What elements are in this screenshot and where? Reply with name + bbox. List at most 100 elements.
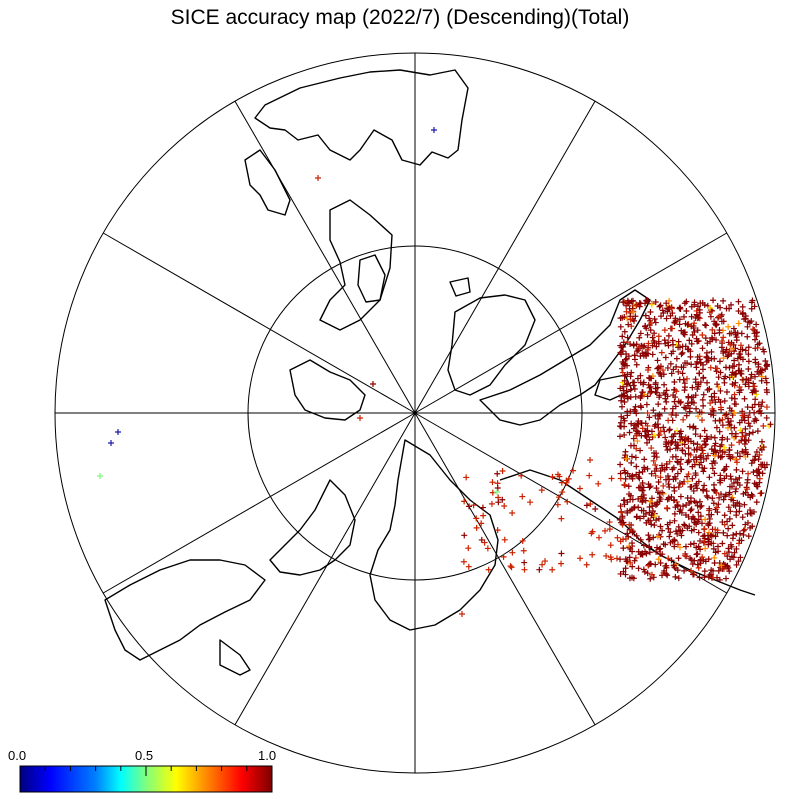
accuracy-marker [683, 298, 690, 305]
accuracy-marker [665, 342, 672, 349]
accuracy-marker [459, 611, 465, 617]
accuracy-marker [494, 484, 501, 491]
accuracy-marker [671, 543, 678, 550]
accuracy-marker [701, 482, 708, 489]
accuracy-marker [656, 431, 663, 438]
accuracy-marker [549, 566, 556, 573]
accuracy-marker [701, 465, 708, 472]
accuracy-marker [570, 467, 577, 474]
accuracy-marker [644, 393, 651, 400]
accuracy-marker [747, 507, 754, 514]
accuracy-marker [682, 543, 689, 550]
accuracy-marker [728, 395, 735, 402]
accuracy-marker [617, 470, 624, 477]
accuracy-marker [672, 453, 679, 460]
accuracy-marker [741, 526, 748, 533]
accuracy-marker [752, 396, 759, 403]
accuracy-marker [618, 509, 625, 516]
accuracy-marker [718, 344, 725, 351]
accuracy-marker [646, 436, 653, 443]
accuracy-marker [715, 383, 722, 390]
accuracy-marker [687, 541, 694, 548]
accuracy-marker [717, 399, 724, 406]
accuracy-marker [619, 365, 626, 372]
accuracy-marker [651, 522, 658, 529]
accuracy-marker [745, 414, 752, 421]
accuracy-marker [706, 572, 713, 579]
accuracy-marker [507, 563, 514, 570]
coast-ellesmere [357, 254, 386, 303]
accuracy-marker [670, 348, 677, 355]
accuracy-marker [730, 554, 737, 561]
accuracy-marker [627, 373, 634, 380]
accuracy-marker [724, 436, 731, 443]
accuracy-marker [690, 571, 697, 578]
accuracy-marker [691, 301, 698, 308]
accuracy-marker [706, 529, 713, 536]
accuracy-marker [663, 300, 670, 307]
accuracy-marker [500, 553, 507, 560]
accuracy-marker [678, 351, 685, 358]
accuracy-marker [466, 503, 473, 510]
accuracy-marker [721, 466, 728, 473]
accuracy-marker [684, 346, 691, 353]
accuracy-marker [655, 333, 662, 340]
accuracy-marker [738, 370, 745, 377]
accuracy-marker [711, 452, 718, 459]
accuracy-marker [645, 517, 652, 524]
accuracy-marker [658, 313, 665, 320]
accuracy-marker [691, 557, 698, 564]
accuracy-marker [690, 487, 697, 494]
accuracy-marker [744, 486, 751, 493]
accuracy-marker [315, 175, 321, 181]
accuracy-marker [763, 414, 770, 421]
accuracy-marker [745, 365, 752, 372]
accuracy-marker [555, 494, 562, 501]
accuracy-marker [621, 377, 628, 384]
accuracy-marker [666, 476, 673, 483]
accuracy-marker [705, 511, 712, 518]
accuracy-marker [736, 530, 743, 537]
accuracy-marker [713, 424, 720, 431]
accuracy-marker [694, 518, 701, 525]
accuracy-marker [653, 454, 660, 461]
accuracy-marker [719, 519, 726, 526]
accuracy-marker [640, 566, 647, 573]
accuracy-marker [708, 355, 715, 362]
accuracy-marker [431, 127, 437, 133]
accuracy-marker [705, 541, 712, 548]
accuracy-marker [652, 512, 659, 519]
accuracy-marker [708, 446, 715, 453]
accuracy-marker [632, 403, 639, 410]
accuracy-marker [616, 516, 623, 523]
accuracy-marker [617, 349, 624, 356]
accuracy-marker [664, 364, 671, 371]
accuracy-marker [674, 503, 681, 510]
accuracy-marker [724, 424, 731, 431]
coast-greenland [447, 294, 536, 396]
accuracy-marker [624, 408, 631, 415]
accuracy-marker [621, 431, 628, 438]
accuracy-marker [706, 515, 713, 522]
accuracy-marker [663, 398, 670, 405]
accuracy-marker [697, 560, 704, 567]
accuracy-marker [646, 374, 653, 381]
accuracy-marker [724, 353, 731, 360]
accuracy-marker [753, 449, 760, 456]
accuracy-marker [742, 315, 749, 322]
accuracy-marker [645, 536, 652, 543]
accuracy-marker [749, 326, 756, 333]
colorbar-min-label: 0.0 [8, 748, 27, 763]
accuracy-marker [671, 517, 678, 524]
accuracy-marker [701, 302, 708, 309]
accuracy-marker [712, 526, 719, 533]
accuracy-marker [748, 371, 755, 378]
accuracy-marker [644, 409, 651, 416]
accuracy-marker [734, 499, 741, 506]
accuracy-marker [596, 534, 603, 541]
accuracy-marker [681, 567, 688, 574]
accuracy-marker [722, 364, 729, 371]
accuracy-marker [648, 320, 655, 327]
accuracy-marker [672, 403, 679, 410]
